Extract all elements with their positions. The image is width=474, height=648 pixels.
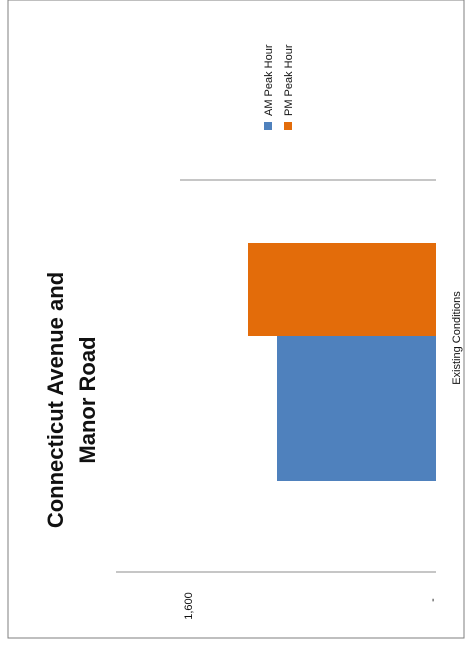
chart-title: Connecticut Avenue and Manor Road [43,272,100,528]
chart-title-line-2: Manor Road [75,336,100,463]
bars [248,243,436,481]
chart-border [7,0,465,639]
legend: AM Peak Hour PM Peak Hour [263,44,295,130]
legend-label-pm-peak-hour: PM Peak Hour [283,44,295,116]
tick-labels: - 1,600 [183,592,439,620]
category-label-existing-conditions: Existing Conditions [451,291,463,385]
tick-label-zero: - [427,598,439,602]
tick-label-1600: 1,600 [183,592,195,620]
chart-title-line-1: Connecticut Avenue and [43,272,68,528]
bar-am-peak-hour [277,336,436,481]
legend-swatch-pm-peak-hour [284,122,292,130]
legend-label-am-peak-hour: AM Peak Hour [263,44,275,116]
legend-swatch-am-peak-hour [264,122,272,130]
bar-pm-peak-hour [248,243,436,336]
